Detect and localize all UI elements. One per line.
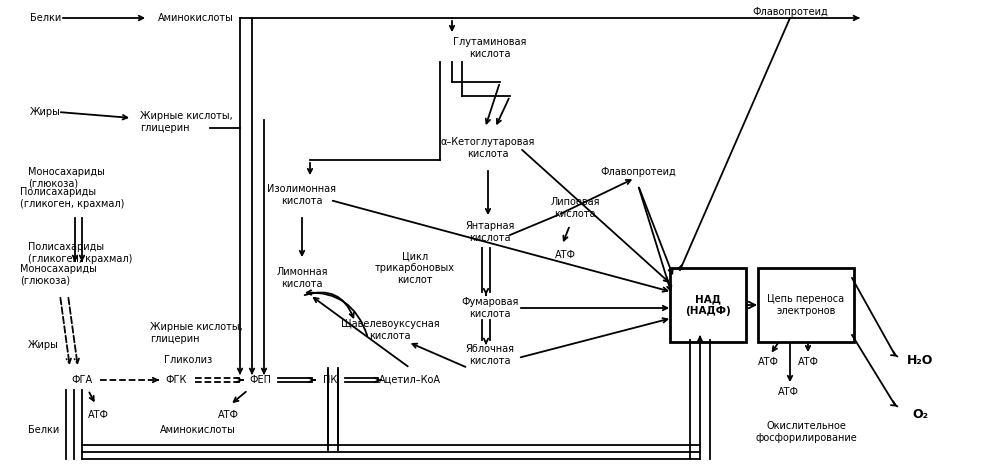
Text: Гликолиз: Гликолиз: [164, 355, 212, 365]
Text: Лимонная
кислота: Лимонная кислота: [276, 267, 328, 289]
Text: Цепь переноса
электронов: Цепь переноса электронов: [767, 294, 845, 316]
Text: Ацетил–КоА: Ацетил–КоА: [379, 375, 441, 385]
Text: Янтарная
кислота: Янтарная кислота: [465, 221, 515, 243]
Text: Щавелевоуксусная
кислота: Щавелевоуксусная кислота: [341, 319, 439, 341]
FancyBboxPatch shape: [670, 268, 746, 342]
Text: Флавопротеид: Флавопротеид: [752, 7, 828, 17]
Text: ПК: ПК: [323, 375, 337, 385]
Text: АТФ: АТФ: [218, 410, 239, 420]
Text: АТФ: АТФ: [798, 357, 818, 367]
Text: НАД
(НАДФ): НАД (НАДФ): [685, 294, 731, 316]
Text: АТФ: АТФ: [88, 410, 108, 420]
Text: АТФ: АТФ: [758, 357, 778, 367]
Text: Цикл
трикарбоновых
кислот: Цикл трикарбоновых кислот: [375, 251, 455, 284]
Text: O₂: O₂: [912, 409, 928, 422]
Text: Липоевая
кислота: Липоевая кислота: [550, 197, 600, 219]
Text: Фумаровая
кислота: Фумаровая кислота: [461, 297, 519, 319]
Text: ФГА: ФГА: [71, 375, 93, 385]
Text: Полисахариды
(гликоген, крахмал): Полисахариды (гликоген, крахмал): [28, 242, 132, 264]
Text: АТФ: АТФ: [778, 387, 798, 397]
Text: Аминокислоты: Аминокислоты: [158, 13, 234, 23]
Text: Жиры: Жиры: [28, 340, 59, 350]
Text: Полисахариды
(гликоген, крахмал): Полисахариды (гликоген, крахмал): [20, 187, 124, 209]
Text: Моносахариды
(глюкоза): Моносахариды (глюкоза): [20, 264, 97, 286]
Text: Белки: Белки: [28, 425, 59, 435]
Text: Флавопротеид: Флавопротеид: [600, 167, 676, 177]
Text: Глутаминовая
кислота: Глутаминовая кислота: [453, 37, 527, 59]
Text: Жирные кислоты,
глицерин: Жирные кислоты, глицерин: [140, 111, 233, 133]
FancyBboxPatch shape: [758, 268, 854, 342]
Text: H₂O: H₂O: [907, 354, 933, 367]
Text: ФЕП: ФЕП: [249, 375, 271, 385]
Text: Жиры: Жиры: [30, 107, 61, 117]
Text: Моносахариды
(глюкоза): Моносахариды (глюкоза): [28, 167, 105, 189]
Text: Аминокислоты: Аминокислоты: [160, 425, 236, 435]
Text: α–Кетоглутаровая
кислота: α–Кетоглутаровая кислота: [441, 137, 535, 159]
Text: ФГК: ФГК: [165, 375, 187, 385]
Text: Яблочная
кислота: Яблочная кислота: [466, 344, 514, 366]
Text: АТФ: АТФ: [554, 250, 576, 260]
Text: Окислительное
фосфорилирование: Окислительное фосфорилирование: [755, 421, 857, 443]
Text: Изолимонная
кислота: Изолимонная кислота: [268, 184, 336, 206]
Text: Белки: Белки: [30, 13, 61, 23]
Text: Жирные кислоты,
глицерин: Жирные кислоты, глицерин: [150, 322, 243, 344]
